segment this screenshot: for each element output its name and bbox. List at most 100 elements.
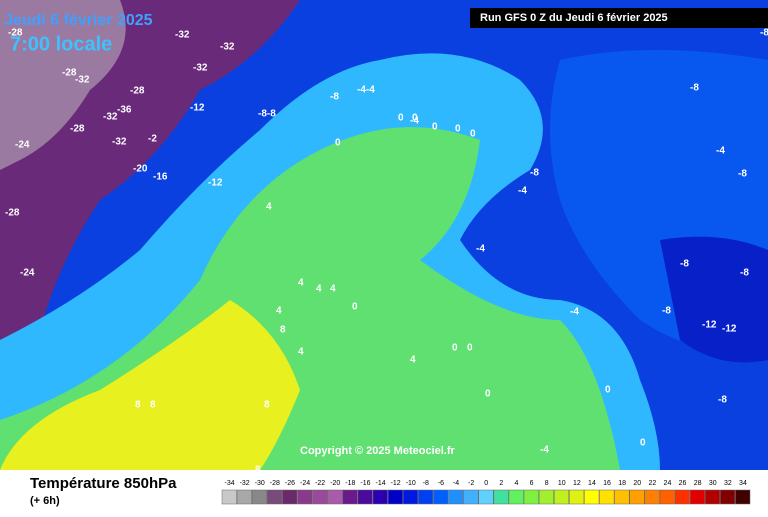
legend-swatch	[523, 489, 539, 505]
legend-swatch	[493, 489, 509, 505]
legend-label: -32	[240, 480, 250, 487]
legend-label: 18	[618, 480, 626, 487]
legend-swatch	[251, 489, 268, 505]
isotherm-label: 0	[470, 129, 476, 140]
isotherm-label: -20	[133, 164, 148, 175]
isotherm-label: 4	[298, 278, 304, 289]
legend-swatch	[221, 489, 237, 505]
isotherm-label: -36	[117, 105, 132, 116]
legend-swatch	[312, 489, 328, 505]
legend-swatch	[720, 489, 736, 505]
legend-label: 14	[588, 480, 596, 487]
legend-label: 32	[724, 480, 732, 487]
legend-label: -10	[406, 480, 416, 487]
legend-swatch	[357, 489, 373, 505]
warmest-region	[0, 300, 300, 470]
isotherm-label: -4	[410, 116, 419, 127]
isotherm-label: 0	[452, 343, 458, 354]
legend-label: -14	[375, 480, 385, 487]
isotherm-label: -4	[716, 146, 725, 157]
isotherm-label: -32	[112, 137, 127, 148]
isotherm-label: -8	[718, 395, 727, 406]
legend-label: 8	[545, 480, 549, 487]
isotherm-label: -4	[540, 445, 549, 456]
isotherm-label: -8	[760, 28, 768, 39]
legend-swatch	[569, 489, 585, 505]
copyright: Copyright © 2025 Meteociel.fr	[300, 445, 456, 457]
isotherm-label: -28	[70, 124, 85, 135]
run-info: Run GFS 0 Z du Jeudi 6 février 2025	[480, 12, 668, 24]
legend-label: -4	[453, 480, 459, 487]
isotherm-label: 0	[432, 122, 438, 133]
legend-swatch	[267, 489, 283, 505]
isotherm-label: 0	[352, 302, 358, 313]
run-box	[470, 8, 768, 28]
isotherm-label: -12	[702, 320, 717, 331]
isotherm-label: 4	[276, 306, 282, 317]
isotherm-label: -2	[148, 134, 157, 145]
legend-swatch	[372, 489, 388, 505]
isotherm-label: 8	[264, 400, 270, 411]
legend-label: 30	[709, 480, 717, 487]
isotherm-label: 0	[485, 389, 491, 400]
legend-swatch	[508, 489, 524, 505]
legend-swatch	[387, 489, 403, 505]
legend-swatch	[327, 489, 343, 505]
legend-swatch	[297, 489, 313, 505]
legend-label: -8	[423, 480, 429, 487]
legend-label: -28	[270, 480, 280, 487]
legend-label: -2	[468, 480, 474, 487]
isotherm-label: 8	[255, 465, 261, 476]
isotherm-label: 4	[298, 347, 304, 358]
isotherm-label: 4	[266, 202, 272, 213]
legend-swatch	[735, 489, 751, 505]
isotherm-label: -32	[193, 63, 208, 74]
legend-label: 28	[694, 480, 702, 487]
date: Jeudi 6 février 2025	[4, 12, 153, 29]
isotherm-label: -28	[8, 28, 23, 39]
legend-label: -30	[255, 480, 265, 487]
isotherm-label: -8-8	[258, 109, 276, 120]
legend-label: 20	[633, 480, 641, 487]
cold-core	[660, 236, 768, 363]
legend-label: 34	[739, 480, 747, 487]
isotherm-label: -8	[690, 83, 699, 94]
legend-swatch	[644, 489, 660, 505]
legend-label: 16	[603, 480, 611, 487]
isotherm-label: -16	[153, 172, 168, 183]
legend-swatch	[659, 489, 675, 505]
isotherm-label: 8	[135, 400, 141, 411]
legend-swatch	[599, 489, 615, 505]
legend-label: 24	[664, 480, 672, 487]
legend-swatch	[704, 489, 721, 505]
legend-label: 6	[530, 480, 534, 487]
isotherm-label: -12	[190, 103, 205, 114]
isotherm-label: 4	[410, 355, 416, 366]
legend-swatch	[402, 489, 419, 505]
legend-swatch	[629, 489, 645, 505]
legend-label: 0	[484, 480, 488, 487]
isotherm-label: -4	[518, 186, 527, 197]
isotherm-label: 8	[150, 400, 156, 411]
footer-title: Température 850hPa	[30, 475, 177, 492]
legend-label: -26	[285, 480, 295, 487]
legend-swatch	[236, 489, 252, 505]
isotherm-label: 0	[455, 124, 461, 135]
legend-label: 22	[648, 480, 656, 487]
legend-label: 26	[679, 480, 687, 487]
isotherm-label: -8	[330, 92, 339, 103]
legend-label: -6	[438, 480, 444, 487]
legend-swatch	[674, 489, 690, 505]
legend-swatch	[584, 489, 600, 505]
legend-swatch	[689, 489, 705, 505]
isotherm-label: -24	[20, 268, 35, 279]
legend-label: 4	[514, 480, 518, 487]
isotherm-label: 0	[335, 138, 341, 149]
legend-swatch	[478, 489, 494, 505]
legend-label: -18	[345, 480, 355, 487]
legend-swatch	[448, 489, 464, 505]
isotherm-label: -12	[722, 324, 737, 335]
legend-swatch	[342, 489, 358, 505]
time: 7:00 locale	[10, 33, 112, 55]
